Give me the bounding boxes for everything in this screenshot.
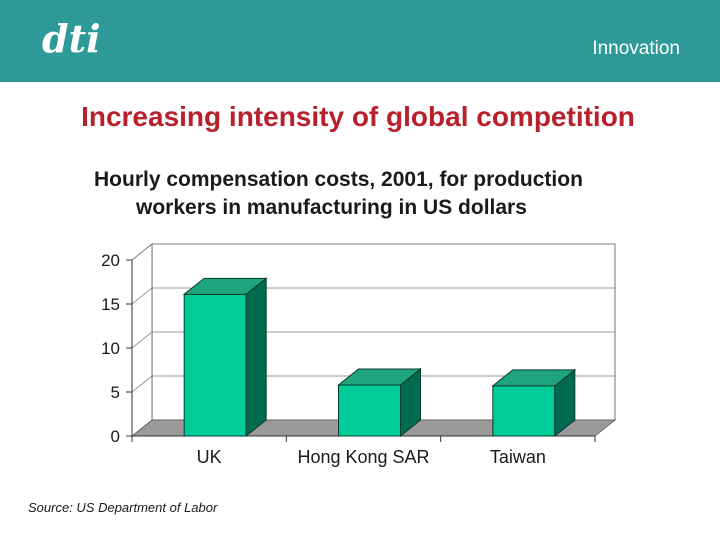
- header-banner: dti Innovation: [0, 0, 720, 82]
- bar-side-0: [245, 277, 267, 438]
- svg-text:dti: dti: [42, 22, 101, 60]
- y-tick-label: 5: [111, 383, 120, 402]
- bar-top-0: [182, 277, 268, 295]
- x-tick-label: Taiwan: [490, 447, 546, 467]
- bar-2: [492, 385, 556, 437]
- y-tick-label: 15: [101, 295, 120, 314]
- bar-0: [183, 293, 247, 437]
- dti-logo: dti: [42, 22, 101, 60]
- subtitle-line-1: Hourly compensation costs, 2001, for pro…: [94, 168, 583, 191]
- gridline: [131, 287, 615, 305]
- y-tick-label: 0: [111, 427, 120, 446]
- bar-1: [338, 384, 401, 437]
- subtitle-line-2: workers in manufacturing in US dollars: [136, 196, 527, 219]
- gridline: [131, 331, 615, 349]
- y-tick-label: 10: [101, 339, 120, 358]
- x-tick-label: Hong Kong SAR: [297, 447, 429, 467]
- slide-title: Increasing intensity of global competiti…: [81, 101, 635, 132]
- chart-subtitle: Hourly compensation costs, 2001, for pro…: [94, 166, 583, 222]
- x-tick-label: UK: [197, 447, 222, 467]
- bar-top-1: [337, 368, 422, 386]
- section-label: Innovation: [592, 38, 680, 59]
- source-note: Source: US Department of Labor: [28, 500, 218, 515]
- y-tick-label: 20: [101, 251, 120, 270]
- gridline: [131, 375, 615, 393]
- bar-top-2: [491, 369, 577, 387]
- gridline: [131, 243, 615, 261]
